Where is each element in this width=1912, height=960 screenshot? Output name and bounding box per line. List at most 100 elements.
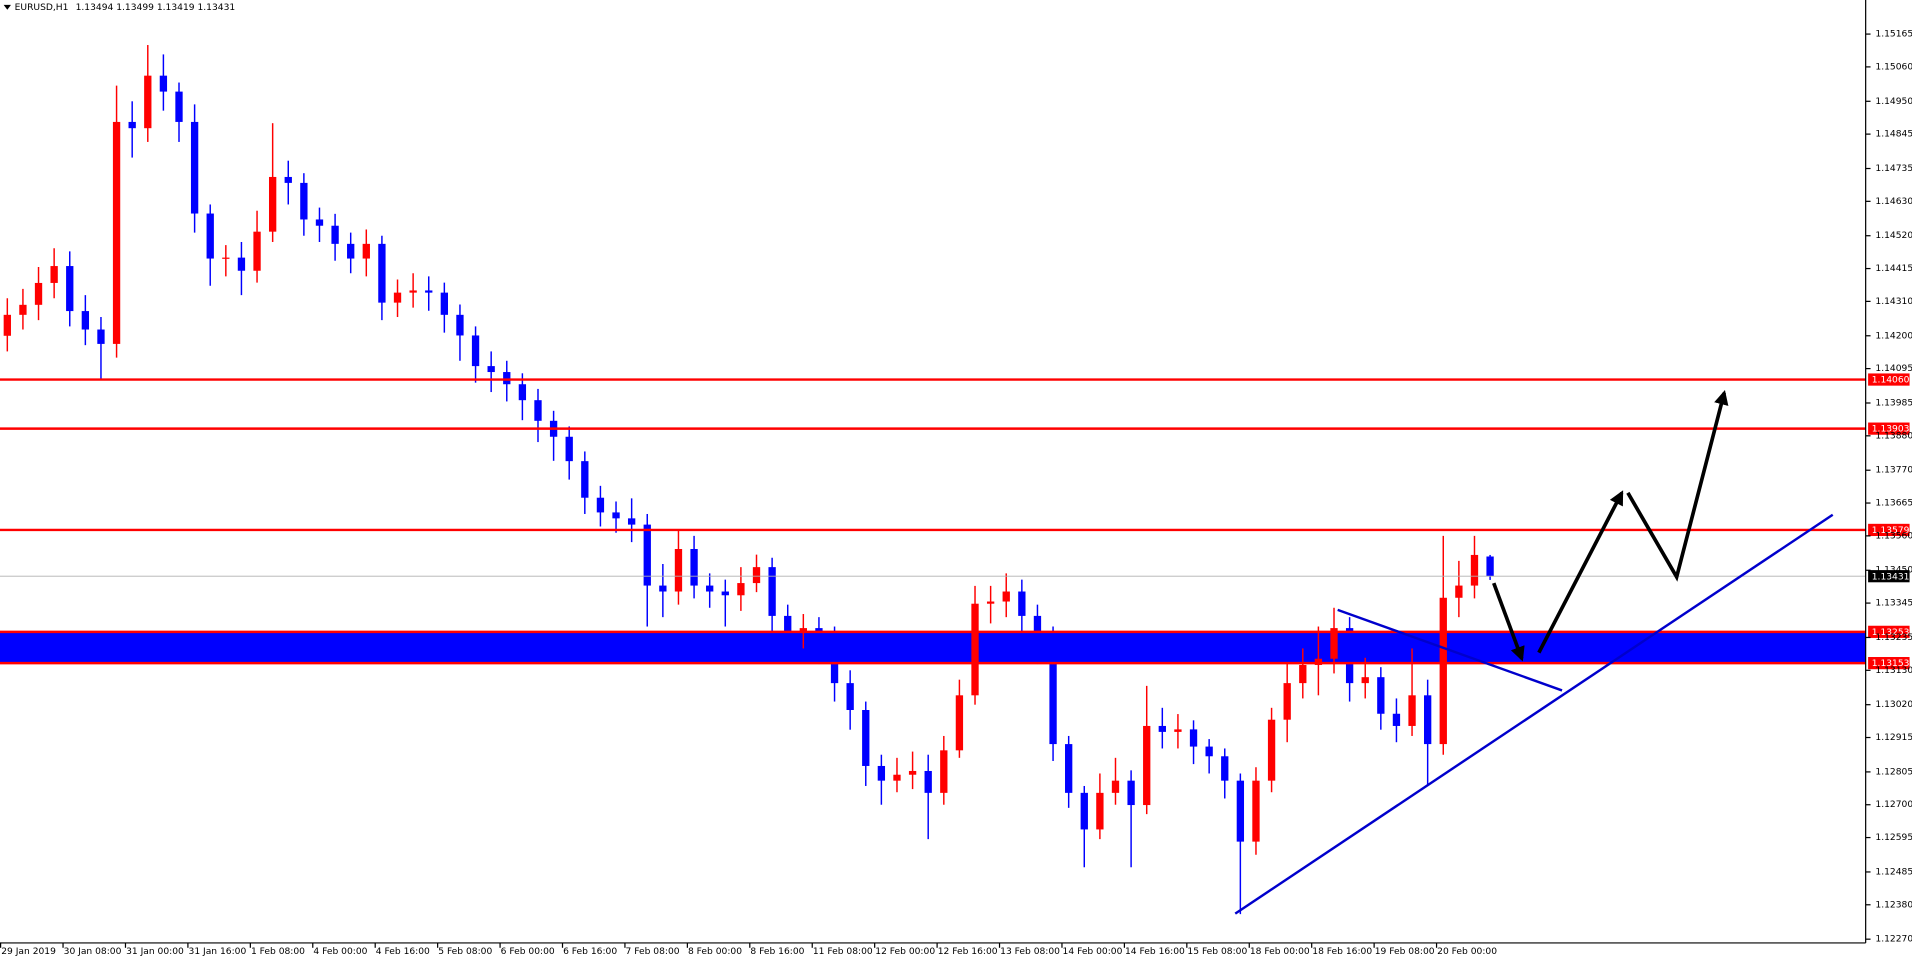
candle-body <box>253 231 261 271</box>
y-tick-label: 1.14630 <box>1875 197 1912 207</box>
candle-body <box>128 121 136 129</box>
candle-body <box>1080 792 1088 830</box>
candle-body <box>1143 725 1151 806</box>
x-tick-label: 19 Feb 08:00 <box>1375 947 1435 957</box>
x-tick-label: 8 Feb 00:00 <box>688 947 742 957</box>
candle-body <box>1158 725 1166 732</box>
x-tick-label: 18 Feb 16:00 <box>1312 947 1372 957</box>
candle-body <box>1392 713 1401 726</box>
x-tick-label: 15 Feb 08:00 <box>1187 947 1247 957</box>
candle-body <box>268 176 277 232</box>
x-tick-label: 18 Feb 00:00 <box>1250 947 1310 957</box>
candle-body <box>565 436 573 462</box>
candle-body <box>846 683 854 711</box>
candle-body <box>175 91 183 122</box>
candle-body <box>112 121 121 344</box>
candle-body <box>503 372 511 385</box>
candle-body <box>425 290 433 293</box>
candle-body <box>471 335 480 367</box>
axes: 1.15165 1.15060 1.14950 1.14845 1.14735 1.146… <box>0 30 1912 957</box>
y-tick-label: 1.12380 <box>1875 900 1912 910</box>
current-price-box <box>1868 570 1910 583</box>
level-label: 1.13253 <box>1872 628 1910 638</box>
y-tick-label: 1.13665 <box>1875 499 1912 509</box>
candle-body <box>924 770 932 793</box>
arrow <box>1492 582 1525 662</box>
candle-body <box>940 750 948 793</box>
candle-body <box>159 75 168 92</box>
candle-body <box>347 243 355 259</box>
candle-body <box>1002 591 1010 602</box>
candle-body <box>659 585 667 592</box>
candle-body <box>1299 664 1307 684</box>
candle-body <box>737 583 745 596</box>
candle-body <box>34 282 43 305</box>
arrow <box>1537 490 1624 654</box>
candle-body <box>877 765 886 781</box>
menu-icon <box>3 4 11 10</box>
x-tick-label: 1 Feb 08:00 <box>251 947 305 957</box>
candle-body <box>1283 683 1291 720</box>
y-tick-label: 1.14845 <box>1875 130 1912 140</box>
level-label: 1.13153 <box>1872 659 1910 669</box>
candle-body <box>409 290 417 293</box>
y-tick-label: 1.13880 <box>1875 431 1912 441</box>
candle-body <box>206 213 214 259</box>
candle-body <box>799 628 807 632</box>
level-box <box>1868 422 1910 435</box>
x-tick-label: 29 Jan 2019 <box>1 947 56 957</box>
x-tick-label: 14 Feb 16:00 <box>1125 947 1185 957</box>
candle-body <box>706 585 714 592</box>
candle-body <box>986 601 995 604</box>
y-tick-label: 1.14415 <box>1875 264 1912 274</box>
candle-body <box>1221 756 1229 781</box>
x-tick-label: 20 Feb 00:00 <box>1437 947 1497 957</box>
x-tick-label: 12 Feb 00:00 <box>875 947 935 957</box>
candle-body <box>97 329 105 344</box>
x-tick-label: 6 Feb 16:00 <box>563 947 617 957</box>
current-price-label: 1.13431 <box>1872 572 1910 582</box>
candle-body <box>378 243 386 303</box>
y-tick-label: 1.14095 <box>1875 364 1912 374</box>
candle-body <box>690 548 698 586</box>
arrow <box>1626 389 1729 582</box>
y-tick-label: 1.15165 <box>1875 30 1912 40</box>
candle-body <box>66 266 74 312</box>
candle-body <box>362 243 370 259</box>
candle-body <box>1314 658 1323 665</box>
candle-body <box>1033 615 1042 635</box>
candle-body <box>1361 677 1369 684</box>
candle-body <box>300 182 308 220</box>
candles <box>3 45 1494 915</box>
candle-body <box>1236 780 1245 842</box>
y-tick-label: 1.13450 <box>1875 566 1912 576</box>
y-tick-label: 1.12805 <box>1875 767 1912 777</box>
x-tick-label: 13 Feb 08:00 <box>1000 947 1060 957</box>
candle-body <box>50 266 58 283</box>
candle-body <box>1189 729 1198 747</box>
y-tick-label: 1.14950 <box>1875 97 1912 107</box>
candle-body <box>596 497 605 513</box>
level-box <box>1868 625 1910 638</box>
drawings <box>1234 389 1834 915</box>
candle-body <box>3 314 11 336</box>
candle-body <box>237 257 246 271</box>
candle-body <box>315 219 324 226</box>
zone-layer <box>0 631 1866 664</box>
candle-body <box>1330 628 1338 659</box>
zone <box>0 631 1866 664</box>
candle-body <box>862 710 870 766</box>
candle-body <box>830 634 839 684</box>
candle-body <box>534 400 542 421</box>
y-tick-label: 1.14200 <box>1875 331 1912 341</box>
candle-body <box>440 292 449 315</box>
candle-body <box>1174 729 1182 732</box>
candle-body <box>1127 780 1135 806</box>
candle-body <box>955 695 964 751</box>
y-tick-label: 1.13020 <box>1875 700 1912 710</box>
candle-body <box>1205 746 1213 757</box>
candle-body <box>190 121 199 214</box>
